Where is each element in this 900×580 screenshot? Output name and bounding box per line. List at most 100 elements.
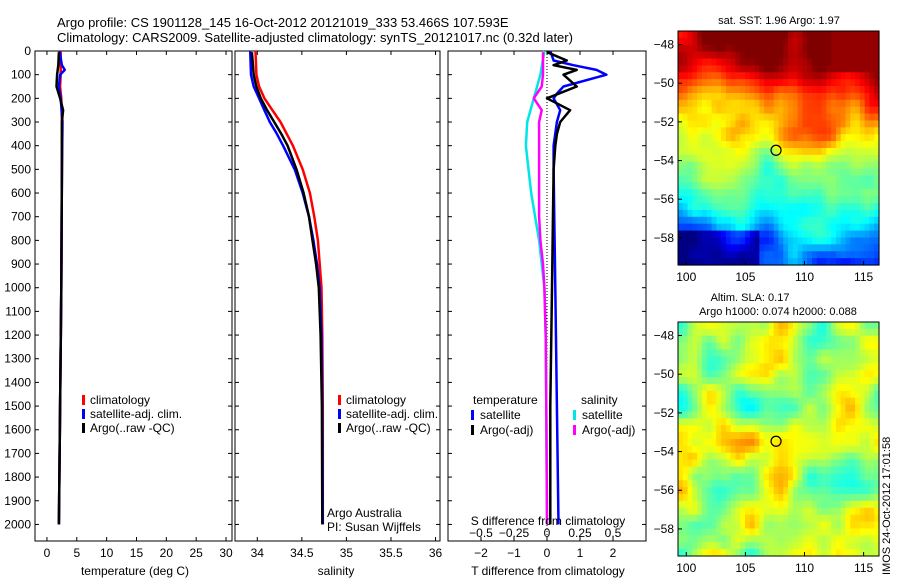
map-cell [740, 65, 746, 73]
map-cell [754, 528, 760, 536]
map-cell [802, 141, 808, 149]
map-cell [831, 258, 837, 266]
map-cell [706, 141, 713, 149]
map-cell [850, 452, 856, 461]
map-cell [697, 58, 703, 67]
map-cell [687, 542, 693, 550]
map-cell [869, 480, 875, 488]
map-cell [845, 141, 851, 149]
map-cell [687, 363, 693, 371]
map-cell [816, 397, 823, 406]
map-cell [745, 127, 751, 135]
map-cell [725, 528, 732, 536]
map-cell [816, 349, 823, 358]
map-cell [773, 72, 780, 80]
map-cell [874, 445, 880, 454]
map-cell [735, 328, 741, 337]
map-cell [745, 466, 751, 475]
map-cell [783, 459, 789, 468]
map-cell [745, 44, 751, 53]
map-cell [792, 113, 799, 122]
x-tick-label: 2 [610, 546, 617, 560]
map-cell [682, 370, 689, 378]
map-cell [716, 258, 722, 266]
map-cell [697, 251, 703, 259]
map-cell [807, 168, 813, 177]
map-cell [831, 65, 837, 73]
map-cell [821, 58, 827, 67]
map-cell [869, 86, 875, 94]
map-cell [874, 51, 880, 60]
map-cell [869, 542, 875, 550]
map-cell [745, 244, 751, 252]
map-cell [745, 507, 751, 516]
map-cell [840, 521, 847, 530]
map-cell [749, 370, 756, 378]
map-cell [725, 251, 732, 259]
map-cell [745, 549, 751, 557]
map-cell [754, 356, 760, 364]
map-cell [792, 452, 799, 461]
map-cell [721, 31, 727, 39]
map-cell [730, 397, 737, 406]
map-cell [792, 58, 799, 67]
map-cell [721, 196, 727, 204]
map-cell [783, 86, 789, 94]
map-cell [797, 397, 804, 406]
map-cell [721, 549, 727, 557]
map-cell [745, 182, 751, 190]
map-cell [697, 363, 703, 371]
map-cell [797, 425, 804, 433]
map-cell [864, 445, 871, 454]
map-cell [778, 182, 784, 190]
map-cell [855, 425, 861, 433]
map-cell [745, 411, 751, 419]
map-cell [716, 356, 722, 364]
map-cell [759, 425, 765, 433]
map-cell [754, 439, 760, 447]
map-cell [778, 168, 784, 177]
map-cell [859, 473, 866, 481]
map-cell [778, 51, 784, 60]
map-cell [701, 535, 708, 543]
map-cell [764, 356, 770, 364]
map-cell [797, 370, 804, 378]
map-cell [778, 521, 784, 530]
map-cell [807, 418, 813, 426]
map-cell [864, 154, 871, 163]
map-cell [835, 44, 842, 53]
map-cell [869, 161, 875, 170]
map-cell [802, 244, 808, 252]
y-tick-label: −48 [654, 38, 675, 52]
map-cell [812, 141, 818, 149]
map-cell [711, 134, 717, 142]
map-cell [682, 182, 689, 190]
map-cell [874, 542, 880, 550]
map-cell [802, 161, 808, 170]
map-cell [716, 459, 722, 468]
map-cell [807, 51, 813, 60]
map-cell [850, 349, 856, 358]
map-cell [831, 439, 837, 447]
map-cell [706, 203, 713, 211]
map-cell [740, 196, 746, 204]
map-cell [711, 452, 717, 461]
map-cell [831, 168, 837, 177]
map-cell [721, 154, 727, 163]
map-cell [831, 51, 837, 60]
map-cell [826, 542, 832, 550]
map-cell [725, 473, 732, 481]
map-cell [821, 44, 827, 53]
map-cell [735, 335, 741, 344]
map-cell [759, 203, 765, 211]
map-cell [821, 127, 827, 135]
map-cell [869, 425, 875, 433]
map-cell [701, 439, 708, 447]
map-cell [840, 383, 847, 392]
map-cell [855, 168, 861, 177]
map-cell [768, 328, 775, 337]
map-cell [682, 356, 689, 364]
map-cell [745, 161, 751, 170]
y-tick-label: −58 [654, 522, 675, 536]
map-cell [759, 383, 765, 392]
